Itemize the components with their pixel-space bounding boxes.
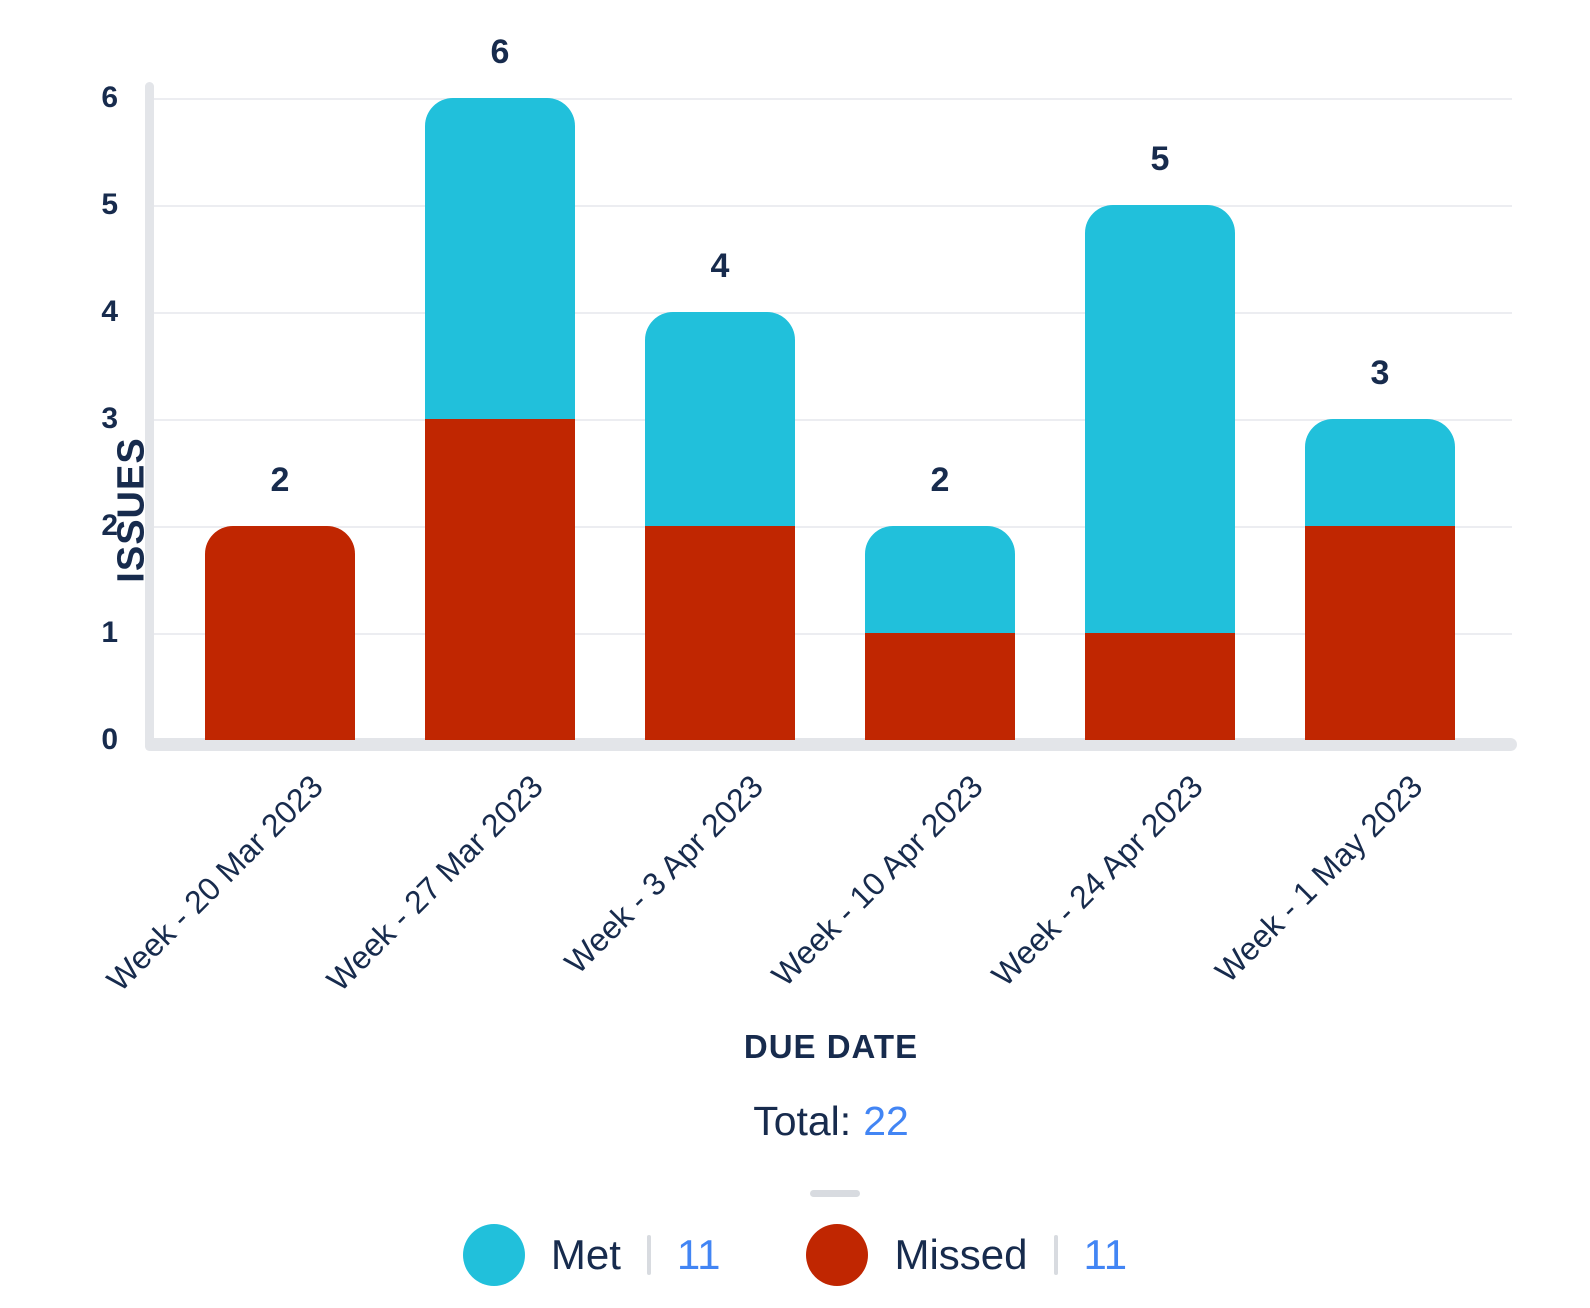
legend-item-missed[interactable]: Missed 11 bbox=[806, 1224, 1127, 1286]
bar-segment-missed[interactable] bbox=[425, 419, 575, 740]
x-tick-label: Week - 20 Mar 2023 bbox=[99, 768, 330, 999]
y-tick-label: 0 bbox=[101, 723, 118, 756]
x-tick-label: Week - 10 Apr 2023 bbox=[764, 768, 990, 994]
bar-segment-met[interactable] bbox=[865, 526, 1015, 633]
x-tick-label: Week - 3 Apr 2023 bbox=[557, 768, 770, 981]
bar-segment-missed[interactable] bbox=[865, 633, 1015, 740]
total-value: 22 bbox=[863, 1098, 909, 1144]
legend: Met 11 Missed 11 bbox=[0, 1224, 1590, 1286]
gridline bbox=[154, 98, 1512, 100]
y-tick-label: 3 bbox=[101, 402, 118, 435]
bar bbox=[1305, 419, 1455, 740]
y-tick-label: 6 bbox=[101, 81, 118, 114]
total-label: Total: bbox=[753, 1098, 852, 1144]
bar-segment-met[interactable] bbox=[645, 312, 795, 526]
legend-count: 11 bbox=[1083, 1231, 1128, 1278]
bar-segment-met[interactable] bbox=[425, 98, 575, 419]
plot-area: ISSUES 0 1 2 3 4 5 6 2 Week - 20 Mar 2023 6 Week -… bbox=[99, 34, 1517, 998]
y-tick-label: 4 bbox=[101, 295, 118, 328]
bar-value-label: 6 bbox=[490, 33, 510, 71]
bar-segment-missed[interactable] bbox=[205, 526, 355, 740]
gridline bbox=[154, 419, 1512, 421]
legend-item-met[interactable]: Met 11 bbox=[462, 1224, 721, 1286]
bar bbox=[865, 526, 1015, 740]
gridline bbox=[154, 526, 1512, 528]
x-tick-label: Week - 24 Apr 2023 bbox=[984, 768, 1210, 994]
legend-separator bbox=[1053, 1235, 1058, 1275]
bar bbox=[1085, 205, 1235, 740]
y-tick-label: 2 bbox=[101, 509, 118, 542]
gridline bbox=[154, 205, 1512, 207]
total-row: Total: 22 bbox=[150, 1098, 1512, 1145]
legend-label: Missed bbox=[894, 1231, 1028, 1278]
legend-label: Met bbox=[550, 1231, 621, 1278]
y-tick-label: 1 bbox=[101, 616, 118, 649]
bar-value-label: 2 bbox=[270, 461, 290, 499]
bar-value-label: 2 bbox=[930, 461, 950, 499]
bar-value-label: 3 bbox=[1370, 354, 1390, 392]
legend-separator bbox=[646, 1235, 651, 1275]
y-tick-label: 5 bbox=[101, 188, 118, 221]
bar-value-label: 4 bbox=[710, 247, 730, 285]
x-tick-label: Week - 1 May 2023 bbox=[1208, 768, 1430, 990]
gridline bbox=[154, 633, 1512, 635]
x-tick-label: Week - 27 Mar 2023 bbox=[319, 768, 550, 999]
legend-swatch-missed bbox=[806, 1224, 869, 1286]
bar-segment-missed[interactable] bbox=[1085, 633, 1235, 740]
bar-segment-missed[interactable] bbox=[645, 526, 795, 740]
bar-segment-missed[interactable] bbox=[1305, 526, 1455, 740]
x-axis-title: DUE DATE bbox=[743, 1028, 919, 1065]
divider-dash bbox=[810, 1190, 860, 1197]
x-axis-line bbox=[145, 738, 1517, 751]
bar-segment-met[interactable] bbox=[1305, 419, 1455, 526]
bar bbox=[425, 98, 575, 740]
bar-segment-met[interactable] bbox=[1085, 205, 1235, 633]
bar-value-label: 5 bbox=[1150, 140, 1170, 178]
gridline bbox=[154, 312, 1512, 314]
bar bbox=[205, 526, 355, 740]
y-axis-line bbox=[145, 82, 154, 751]
legend-swatch-met bbox=[462, 1224, 525, 1286]
legend-count: 11 bbox=[676, 1231, 721, 1278]
bar bbox=[645, 312, 795, 740]
